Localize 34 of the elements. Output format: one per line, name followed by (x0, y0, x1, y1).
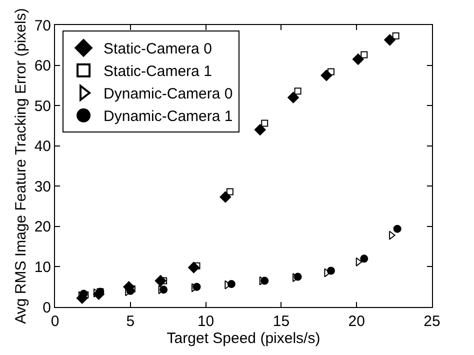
x-tick-label: 10 (197, 313, 214, 330)
point (393, 224, 402, 233)
point (392, 32, 400, 40)
point (288, 92, 299, 104)
x-tick-label: 20 (348, 313, 365, 330)
x-tick-label: 5 (126, 313, 135, 330)
y-tick-label: 20 (34, 218, 51, 236)
point (294, 88, 302, 95)
y-tick-label: 60 (34, 58, 51, 75)
y-tick-label: 50 (34, 98, 51, 115)
point (320, 70, 332, 82)
point (360, 254, 368, 263)
x-axis-title: Target Speed (pixels/s) (166, 330, 320, 347)
point (356, 257, 362, 266)
y-tick-label: 0 (42, 299, 51, 316)
point (360, 51, 368, 58)
y-tick-label: 10 (34, 258, 51, 276)
y-axis-title: Avg RMS Image Feature Tracking Error (pixels) (12, 8, 30, 324)
legend-label: Static-Camera 1 (104, 63, 212, 80)
point (327, 68, 334, 76)
legend-label: Dynamic-Camera 0 (104, 86, 233, 103)
legend-label: Dynamic-Camera 1 (104, 108, 233, 126)
legend-label: Static-Camera 0 (104, 40, 212, 58)
point (254, 124, 266, 136)
x-tick-label: 15 (272, 313, 290, 330)
y-tick-label: 40 (34, 138, 51, 156)
point (384, 34, 396, 46)
point (226, 188, 234, 196)
y-tick-label: 70 (34, 17, 51, 34)
point (220, 191, 232, 203)
point (352, 54, 364, 65)
y-tick-label: 30 (34, 178, 51, 196)
point (261, 120, 268, 127)
x-tick-label: 25 (424, 313, 440, 330)
